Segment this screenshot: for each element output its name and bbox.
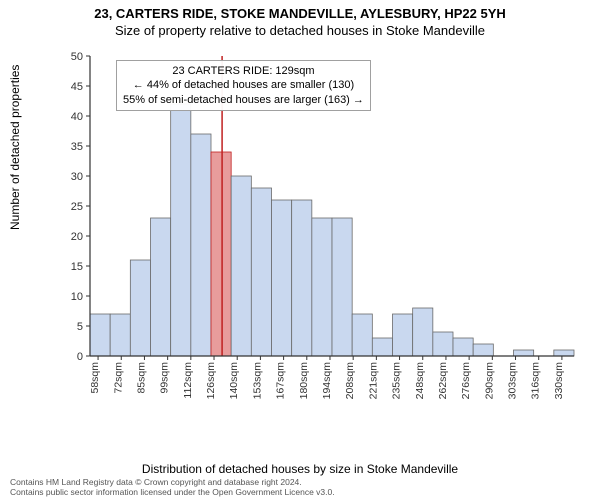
svg-text:330sqm: 330sqm bbox=[553, 362, 565, 400]
svg-text:235sqm: 235sqm bbox=[391, 362, 403, 400]
svg-text:5: 5 bbox=[77, 321, 83, 333]
svg-text:72sqm: 72sqm bbox=[112, 362, 124, 394]
svg-text:290sqm: 290sqm bbox=[483, 362, 495, 400]
svg-text:112sqm: 112sqm bbox=[182, 362, 194, 399]
svg-text:25: 25 bbox=[71, 201, 83, 213]
svg-text:10: 10 bbox=[71, 291, 83, 303]
annotation-box: 23 CARTERS RIDE: 129sqm ← 44% of detache… bbox=[116, 60, 371, 111]
svg-text:262sqm: 262sqm bbox=[437, 362, 449, 400]
svg-text:15: 15 bbox=[71, 261, 83, 273]
svg-text:316sqm: 316sqm bbox=[530, 362, 542, 400]
annotation-line-3: 55% of semi-detached houses are larger (… bbox=[123, 93, 364, 107]
svg-text:276sqm: 276sqm bbox=[460, 362, 472, 400]
svg-text:50: 50 bbox=[71, 51, 83, 63]
svg-text:85sqm: 85sqm bbox=[135, 362, 147, 394]
x-axis-label: Distribution of detached houses by size … bbox=[0, 462, 600, 476]
svg-text:20: 20 bbox=[71, 231, 83, 243]
svg-text:208sqm: 208sqm bbox=[344, 362, 356, 400]
svg-text:45: 45 bbox=[71, 81, 83, 93]
svg-text:126sqm: 126sqm bbox=[205, 362, 217, 400]
footer-attribution: Contains HM Land Registry data © Crown c… bbox=[10, 478, 335, 498]
annotation-line-1: 23 CARTERS RIDE: 129sqm bbox=[123, 64, 364, 78]
svg-text:35: 35 bbox=[71, 141, 83, 153]
chart-title-main: 23, CARTERS RIDE, STOKE MANDEVILLE, AYLE… bbox=[0, 0, 600, 21]
svg-text:0: 0 bbox=[77, 351, 83, 363]
svg-text:180sqm: 180sqm bbox=[298, 362, 310, 400]
svg-text:167sqm: 167sqm bbox=[275, 362, 287, 400]
annotation-line-2: ← 44% of detached houses are smaller (13… bbox=[123, 78, 364, 92]
svg-text:140sqm: 140sqm bbox=[228, 362, 240, 400]
chart-title-sub: Size of property relative to detached ho… bbox=[0, 21, 600, 38]
svg-text:248sqm: 248sqm bbox=[414, 362, 426, 400]
footer-line-2: Contains public sector information licen… bbox=[10, 488, 335, 498]
svg-text:40: 40 bbox=[71, 111, 83, 123]
svg-text:221sqm: 221sqm bbox=[367, 362, 379, 400]
svg-text:99sqm: 99sqm bbox=[159, 362, 171, 394]
chart-container: 23, CARTERS RIDE, STOKE MANDEVILLE, AYLE… bbox=[0, 0, 600, 500]
svg-text:30: 30 bbox=[71, 171, 83, 183]
svg-text:194sqm: 194sqm bbox=[321, 362, 333, 400]
svg-text:58sqm: 58sqm bbox=[89, 362, 101, 394]
y-axis-label: Number of detached properties bbox=[8, 65, 22, 230]
svg-text:153sqm: 153sqm bbox=[251, 362, 263, 400]
svg-text:303sqm: 303sqm bbox=[507, 362, 519, 400]
